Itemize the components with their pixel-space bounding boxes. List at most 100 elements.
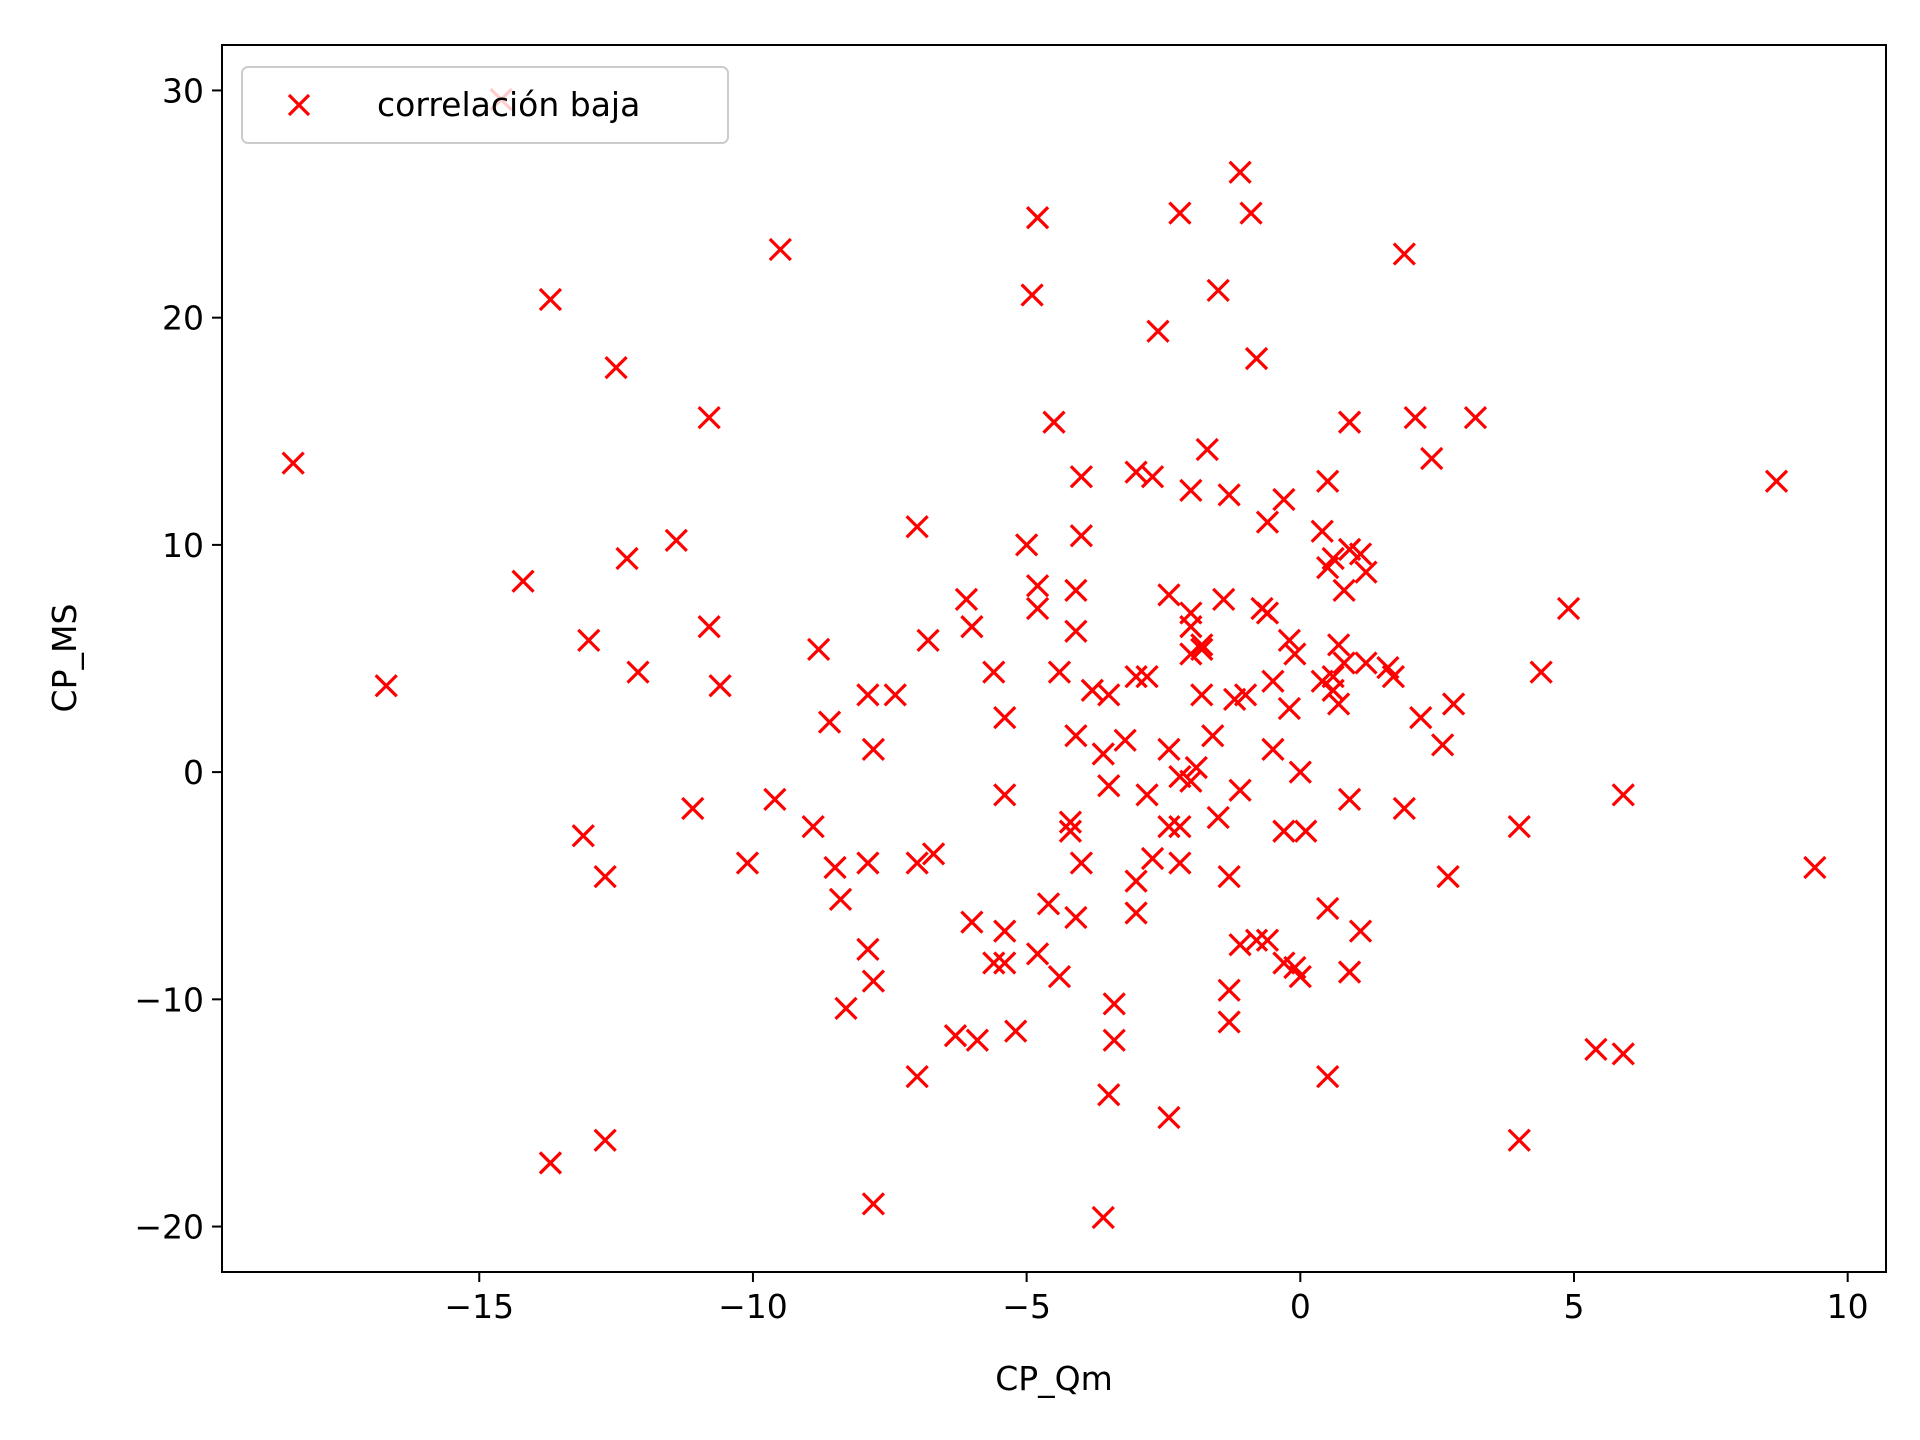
data-point <box>1228 160 1252 184</box>
data-point <box>735 851 760 875</box>
data-point <box>1091 1205 1115 1230</box>
legend-box <box>241 66 729 144</box>
data-point <box>1321 546 1345 571</box>
data-point <box>905 1064 929 1089</box>
data-point <box>1392 796 1416 821</box>
data-point <box>916 628 940 652</box>
data-point <box>1239 201 1263 225</box>
data-point <box>1327 633 1351 657</box>
data-point <box>1529 660 1553 684</box>
data-point <box>1272 487 1296 512</box>
y-axis-label: CP_MS <box>45 604 84 713</box>
data-point <box>993 919 1017 943</box>
data-point <box>1764 469 1789 493</box>
data-point <box>1047 964 1072 989</box>
data-point <box>1179 769 1203 793</box>
data-point <box>817 710 842 734</box>
data-point <box>1168 851 1192 875</box>
data-point <box>1102 992 1126 1016</box>
legend-label: correlación baja <box>377 85 640 124</box>
data-point <box>1025 206 1050 230</box>
data-point <box>538 287 563 312</box>
data-point <box>1135 783 1159 807</box>
data-point <box>1327 692 1351 716</box>
data-point <box>1206 805 1230 830</box>
data-point <box>1441 692 1466 716</box>
data-point <box>982 660 1006 684</box>
data-point <box>1244 928 1269 952</box>
data-point <box>593 1128 617 1152</box>
data-point <box>1217 978 1241 1002</box>
data-point <box>943 1024 968 1048</box>
data-point <box>960 615 984 639</box>
x-tick-label: 0 <box>1290 1287 1311 1326</box>
data-point <box>1392 242 1416 266</box>
y-tick-label: 20 <box>162 299 204 338</box>
data-point <box>801 815 825 839</box>
data-point <box>1277 696 1301 721</box>
data-point <box>1803 855 1827 880</box>
data-point <box>1157 583 1181 607</box>
data-point <box>1102 1028 1126 1052</box>
data-point <box>1233 683 1258 707</box>
data-point <box>577 628 601 652</box>
data-point <box>823 855 847 880</box>
data-point <box>1064 619 1088 643</box>
x-axis-label: CP_Qm <box>995 1359 1113 1398</box>
data-point <box>1179 478 1203 502</box>
data-point <box>960 910 984 934</box>
data-point <box>1064 578 1088 602</box>
data-point <box>1332 651 1356 675</box>
data-point <box>1124 665 1148 689</box>
data-point <box>1255 510 1280 534</box>
data-point <box>1288 964 1312 989</box>
data-point <box>1337 787 1362 812</box>
x-tick-label: −15 <box>444 1287 514 1326</box>
data-point <box>1195 437 1219 462</box>
data-point <box>993 951 1017 975</box>
data-point <box>708 674 732 698</box>
data-point <box>1036 892 1061 916</box>
data-point <box>1025 596 1050 621</box>
data-point <box>1179 615 1203 639</box>
data-point <box>1556 596 1581 621</box>
data-point <box>807 637 831 662</box>
data-point <box>1261 669 1285 693</box>
data-point <box>1069 851 1093 875</box>
y-axis-ticks: −20 −10 0 10 20 30 <box>134 71 222 1247</box>
data-point <box>763 787 787 812</box>
data-point <box>1140 846 1165 871</box>
data-point <box>1190 633 1214 657</box>
data-point <box>1097 1083 1121 1107</box>
data-point <box>1124 869 1148 893</box>
data-point <box>856 851 880 875</box>
data-point <box>1463 406 1488 430</box>
data-point <box>626 660 650 684</box>
data-point <box>1069 465 1093 489</box>
data-point <box>1212 587 1236 612</box>
data-point <box>1047 660 1072 684</box>
data-point <box>1124 901 1148 925</box>
data-point <box>1190 637 1214 662</box>
plot-area <box>222 45 1886 1272</box>
data-point <box>954 587 979 612</box>
data-point <box>1348 919 1373 943</box>
data-point <box>1283 642 1307 666</box>
legend-marker-icon <box>287 93 311 117</box>
data-point <box>1217 483 1241 507</box>
data-point <box>828 887 853 911</box>
data-point <box>1507 1128 1531 1152</box>
data-point <box>1420 446 1444 471</box>
data-point <box>1064 724 1088 748</box>
data-point <box>1316 469 1340 493</box>
data-point <box>538 1151 563 1175</box>
y-tick-label: 10 <box>162 526 204 565</box>
data-point <box>905 851 929 875</box>
data-point <box>697 406 721 430</box>
data-point <box>1310 519 1334 543</box>
data-point <box>571 824 595 848</box>
data-point <box>1321 678 1345 702</box>
data-point <box>1436 865 1460 889</box>
data-point <box>1097 774 1121 798</box>
